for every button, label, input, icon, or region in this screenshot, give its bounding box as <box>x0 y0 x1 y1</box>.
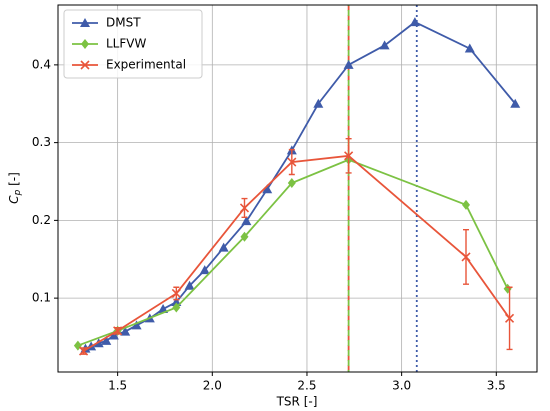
x-tick-label: 1.5 <box>108 379 127 393</box>
marker <box>241 216 252 226</box>
marker <box>504 313 515 323</box>
marker <box>313 98 324 108</box>
marker <box>503 283 512 294</box>
y-axis-label-unit: [-] <box>7 172 21 190</box>
marker <box>78 346 89 356</box>
legend-marker <box>80 60 90 70</box>
y-tick-label: 0.1 <box>32 291 51 305</box>
legend-label: DMST <box>106 16 141 30</box>
marker <box>343 59 354 69</box>
marker <box>120 326 131 336</box>
legend-marker <box>81 39 89 49</box>
marker <box>464 43 475 53</box>
x-tick-label: 3.0 <box>392 379 411 393</box>
y-tick-label: 0.4 <box>32 57 51 71</box>
y-tick-label: 0.2 <box>32 213 51 227</box>
marker <box>344 151 354 161</box>
marker <box>239 203 250 213</box>
marker <box>462 199 471 210</box>
marker <box>101 335 112 345</box>
legend-box <box>63 9 203 79</box>
marker <box>287 157 297 167</box>
legend-label: LLFVW <box>106 37 146 51</box>
legend-marker <box>80 18 90 27</box>
x-tick-label: 2.0 <box>203 379 222 393</box>
marker <box>218 242 229 252</box>
marker <box>171 288 181 299</box>
y-axis-label: Cp [-] <box>7 172 23 204</box>
marker <box>461 252 471 262</box>
series-line <box>83 154 511 352</box>
marker <box>262 184 273 194</box>
x-tick-label: 2.5 <box>297 379 316 393</box>
marker <box>379 40 390 50</box>
marker <box>158 304 169 314</box>
series-line <box>77 158 509 347</box>
marker <box>510 98 521 108</box>
marker <box>131 320 142 330</box>
marker <box>287 178 296 189</box>
plot-frame <box>57 4 538 373</box>
x-tick-label: 3.5 <box>487 379 506 393</box>
marker <box>409 17 420 27</box>
y-axis-label-subscript: p <box>13 189 23 196</box>
x-axis-label: TSR [-] <box>276 395 318 409</box>
y-axis-label-symbol: C <box>7 195 21 204</box>
y-tick-label: 0.3 <box>32 135 51 149</box>
marker <box>199 265 210 275</box>
legend-label: Experimental <box>106 58 186 72</box>
marker <box>113 326 123 336</box>
marker <box>172 302 181 313</box>
marker <box>184 280 195 290</box>
marker <box>240 231 249 242</box>
